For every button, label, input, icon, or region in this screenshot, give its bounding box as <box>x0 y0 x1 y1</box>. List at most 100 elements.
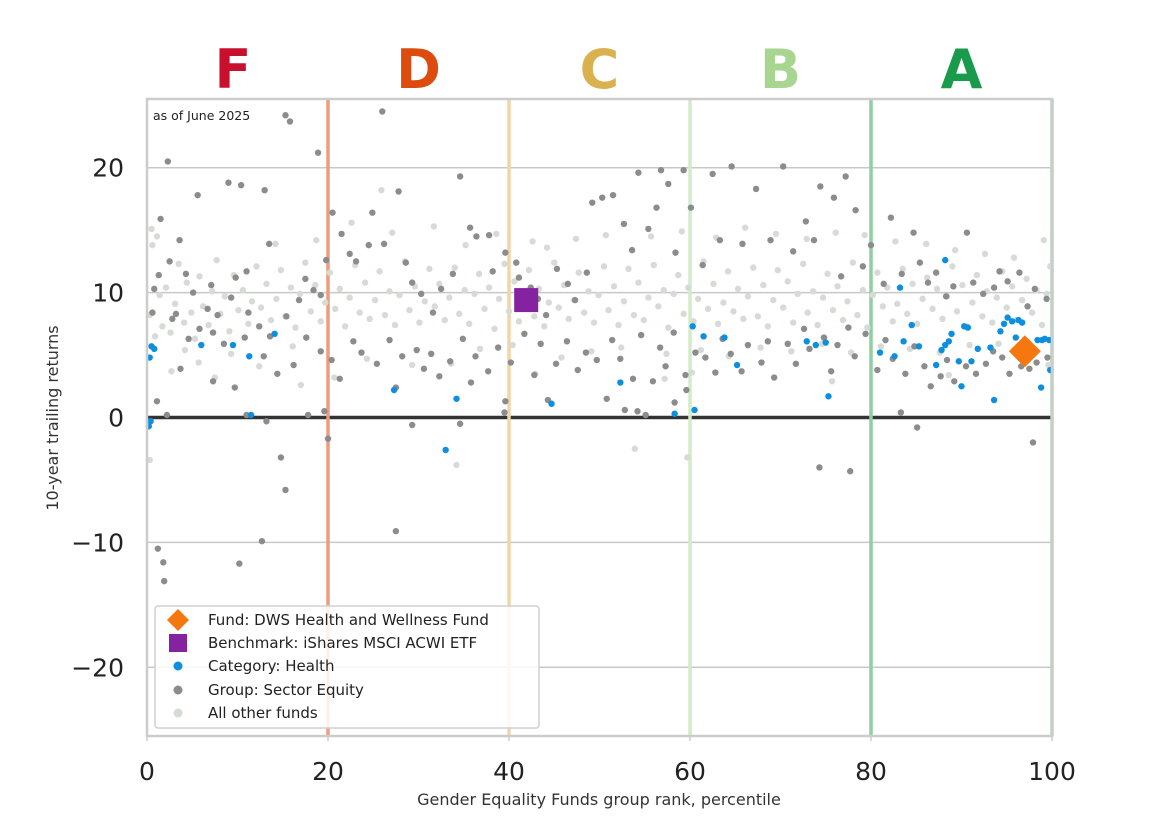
legend-marker-dot <box>173 708 183 718</box>
point-group-sector-equity <box>336 375 343 382</box>
point-group-sector-equity <box>290 361 297 369</box>
point-all-other-funds <box>660 286 667 294</box>
point-group-sector-equity <box>157 215 164 223</box>
point-all-other-funds <box>436 280 443 288</box>
point-all-other-funds <box>1043 290 1050 298</box>
point-group-sector-equity <box>329 209 336 216</box>
point-group-sector-equity <box>972 370 980 377</box>
point-all-other-funds <box>645 294 652 301</box>
point-all-other-funds <box>421 298 429 305</box>
point-group-sector-equity <box>277 454 285 461</box>
point-group-sector-equity <box>927 383 934 390</box>
y-tick-label: −20 <box>71 653 124 682</box>
point-group-sector-equity <box>160 577 168 585</box>
point-group-sector-equity <box>209 378 217 385</box>
point-category-health <box>997 328 1004 335</box>
point-all-other-funds <box>854 311 861 319</box>
point-group-sector-equity <box>163 411 171 419</box>
point-all-other-funds <box>277 266 285 274</box>
point-group-sector-equity <box>427 350 435 357</box>
point-all-other-funds <box>156 291 163 299</box>
point-group-sector-equity <box>172 310 180 318</box>
point-group-sector-equity <box>862 330 869 338</box>
point-all-other-funds <box>175 260 182 268</box>
point-group-sector-equity <box>830 194 838 201</box>
point-group-sector-equity <box>1029 439 1037 446</box>
point-group-sector-equity <box>683 386 690 394</box>
point-group-sector-equity <box>553 265 561 273</box>
point-all-other-funds <box>558 354 565 361</box>
point-group-sector-equity <box>501 409 508 416</box>
point-category-health <box>733 361 741 369</box>
point-category-health <box>548 400 555 407</box>
point-group-sector-equity <box>241 334 248 341</box>
point-all-other-funds <box>734 285 742 293</box>
point-all-other-funds <box>495 295 503 303</box>
point-group-sector-equity <box>194 191 201 199</box>
point-category-health <box>932 361 940 369</box>
point-all-other-funds <box>1010 254 1018 261</box>
point-category-health <box>442 446 449 454</box>
point-all-other-funds <box>828 378 836 385</box>
point-all-other-funds <box>363 355 371 362</box>
point-group-sector-equity <box>1026 365 1033 372</box>
point-all-other-funds <box>389 229 396 236</box>
y-axis-ticks: −20 −10 0 10 20 <box>71 154 124 683</box>
point-group-sector-equity <box>816 464 823 471</box>
point-group-sector-equity <box>263 418 270 425</box>
point-all-other-funds <box>602 231 610 239</box>
point-group-sector-equity <box>672 249 679 256</box>
point-all-other-funds <box>764 323 772 330</box>
point-group-sector-equity <box>770 374 778 381</box>
point-group-sector-equity <box>802 218 810 225</box>
point-group-sector-equity <box>910 229 917 236</box>
point-group-sector-equity <box>962 363 970 370</box>
point-all-other-funds <box>491 325 498 333</box>
point-group-sector-equity <box>692 349 699 356</box>
point-all-other-funds <box>697 346 705 354</box>
point-all-other-funds <box>995 340 1002 348</box>
point-all-other-funds <box>675 271 682 279</box>
point-all-other-funds <box>829 306 837 314</box>
point-all-other-funds <box>949 263 956 270</box>
point-group-sector-equity <box>182 270 190 278</box>
point-all-other-funds <box>929 305 936 313</box>
point-all-other-funds <box>923 274 931 281</box>
point-all-other-funds <box>408 361 416 369</box>
point-all-other-funds <box>684 454 691 461</box>
point-group-sector-equity <box>937 373 944 380</box>
point-all-other-funds <box>195 359 202 366</box>
x-tick-label: 80 <box>855 757 887 786</box>
point-group-sector-equity <box>153 398 161 405</box>
point-group-sector-equity <box>817 183 824 190</box>
point-all-other-funds <box>336 285 343 293</box>
point-group-sector-equity <box>515 274 523 281</box>
point-group-sector-equity <box>665 180 672 188</box>
point-group-sector-equity <box>473 233 480 240</box>
point-category-health <box>246 353 253 360</box>
point-group-sector-equity <box>456 420 464 427</box>
point-all-other-funds <box>740 315 747 323</box>
point-group-sector-equity <box>637 331 645 339</box>
point-all-other-funds <box>227 350 235 357</box>
point-all-other-funds <box>501 260 508 268</box>
point-all-other-funds <box>471 290 478 298</box>
point-all-other-funds <box>618 344 625 351</box>
point-all-other-funds <box>951 246 959 254</box>
point-group-sector-equity <box>256 323 263 330</box>
point-group-sector-equity <box>792 360 800 367</box>
point-all-other-funds <box>1045 361 1052 369</box>
point-all-other-funds <box>665 324 672 331</box>
point-group-sector-equity <box>867 241 875 249</box>
point-all-other-funds <box>879 303 886 310</box>
point-all-other-funds <box>361 279 369 286</box>
point-group-sector-equity <box>420 365 428 372</box>
point-all-other-funds <box>869 291 877 299</box>
point-all-other-funds <box>819 294 827 301</box>
data-points <box>145 108 1054 585</box>
point-group-sector-equity <box>970 279 977 286</box>
point-group-sector-equity <box>169 315 176 323</box>
point-all-other-funds <box>292 324 299 331</box>
point-group-sector-equity <box>810 236 818 244</box>
point-all-other-funds <box>391 321 399 329</box>
